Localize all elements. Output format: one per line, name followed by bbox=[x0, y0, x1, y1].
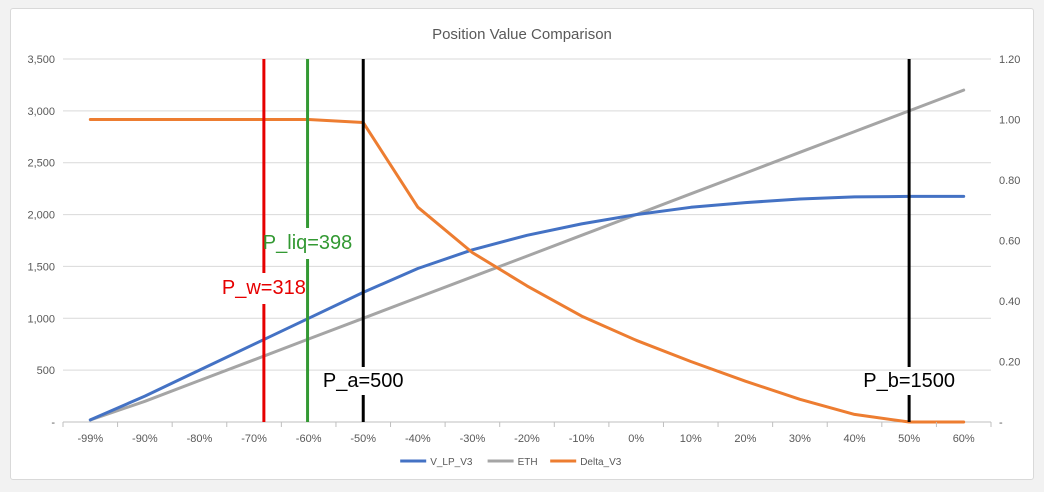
y-right-tick-label: 0.60 bbox=[999, 236, 1020, 248]
y-right-tick-label: 0.40 bbox=[999, 296, 1020, 308]
y-right-tick-label: 0.20 bbox=[999, 357, 1020, 369]
x-tick-label: -50% bbox=[350, 433, 376, 445]
annotation-lines: P_w=318 P_liq=398 P_a=500 P_b=1500 bbox=[222, 59, 955, 422]
x-tick-label: -60% bbox=[296, 433, 322, 445]
y-left-tick-label: 2,000 bbox=[27, 210, 55, 222]
x-tick-label: 0% bbox=[628, 433, 644, 445]
x-tick-label: 50% bbox=[898, 433, 920, 445]
y-right-tick-label: 0.80 bbox=[999, 175, 1020, 187]
annotation-label: P_w=318 bbox=[222, 277, 306, 299]
legend-item-delta-v3[interactable]: Delta_V3 bbox=[550, 457, 622, 468]
x-tick-label: 30% bbox=[789, 433, 811, 445]
x-tick-label: -70% bbox=[241, 433, 267, 445]
y-left-tick-label: 3,000 bbox=[27, 106, 55, 118]
x-tick-label: -80% bbox=[187, 433, 213, 445]
chart-container: P_w=318 P_liq=398 P_a=500 P_b=1500 - 500 1,00… bbox=[10, 8, 1034, 480]
annotation-label: P_b=1500 bbox=[863, 370, 955, 392]
legend-label: V_LP_V3 bbox=[430, 457, 473, 468]
legend-item-eth[interactable]: ETH bbox=[487, 457, 538, 468]
annotation-label: P_liq=398 bbox=[263, 232, 353, 254]
x-tick-label: -99% bbox=[77, 433, 103, 445]
legend-label: ETH bbox=[518, 457, 538, 468]
x-tick-label: 20% bbox=[734, 433, 756, 445]
series-line-delta-v3 bbox=[88, 118, 966, 424]
y-left-tick-label: 2,500 bbox=[27, 158, 55, 170]
series-line-v-lp-v3 bbox=[88, 194, 966, 422]
x-tick-label: -20% bbox=[514, 433, 540, 445]
y-right-tick-label: 1.00 bbox=[999, 115, 1020, 127]
y-right-tick-label: - bbox=[999, 417, 1003, 429]
gridlines bbox=[63, 58, 991, 423]
y-right-tick-label: 1.20 bbox=[999, 54, 1020, 66]
y-left-tick-label: 3,500 bbox=[27, 54, 55, 66]
x-tick-label: -30% bbox=[460, 433, 486, 445]
chart-title: Position Value Comparison bbox=[432, 26, 612, 43]
legend-label: Delta_V3 bbox=[580, 457, 622, 468]
axes: - 500 1,000 1,500 2,000 2,500 3,000 3,500 - 0.20 0… bbox=[27, 54, 1020, 445]
y-left-tick-label: 500 bbox=[37, 365, 55, 377]
series-lines bbox=[88, 88, 966, 424]
y-left-tick-label: 1,500 bbox=[27, 261, 55, 273]
annotation-label: P_a=500 bbox=[323, 370, 404, 392]
legend-item-v-lp-v3[interactable]: V_LP_V3 bbox=[400, 457, 473, 468]
x-tick-label: -10% bbox=[569, 433, 595, 445]
legend[interactable]: V_LP_V3 ETH Delta_V3 bbox=[400, 457, 622, 468]
x-tick-label: -90% bbox=[132, 433, 158, 445]
x-tick-label: 40% bbox=[844, 433, 866, 445]
series-line-eth bbox=[88, 88, 966, 422]
x-tick-label: -40% bbox=[405, 433, 431, 445]
y-left-tick-label: - bbox=[51, 417, 55, 429]
x-tick-label: 60% bbox=[953, 433, 975, 445]
x-tick-label: 10% bbox=[680, 433, 702, 445]
line-chart: P_w=318 P_liq=398 P_a=500 P_b=1500 - 500 1,00… bbox=[27, 26, 1020, 468]
y-left-tick-label: 1,000 bbox=[27, 313, 55, 325]
